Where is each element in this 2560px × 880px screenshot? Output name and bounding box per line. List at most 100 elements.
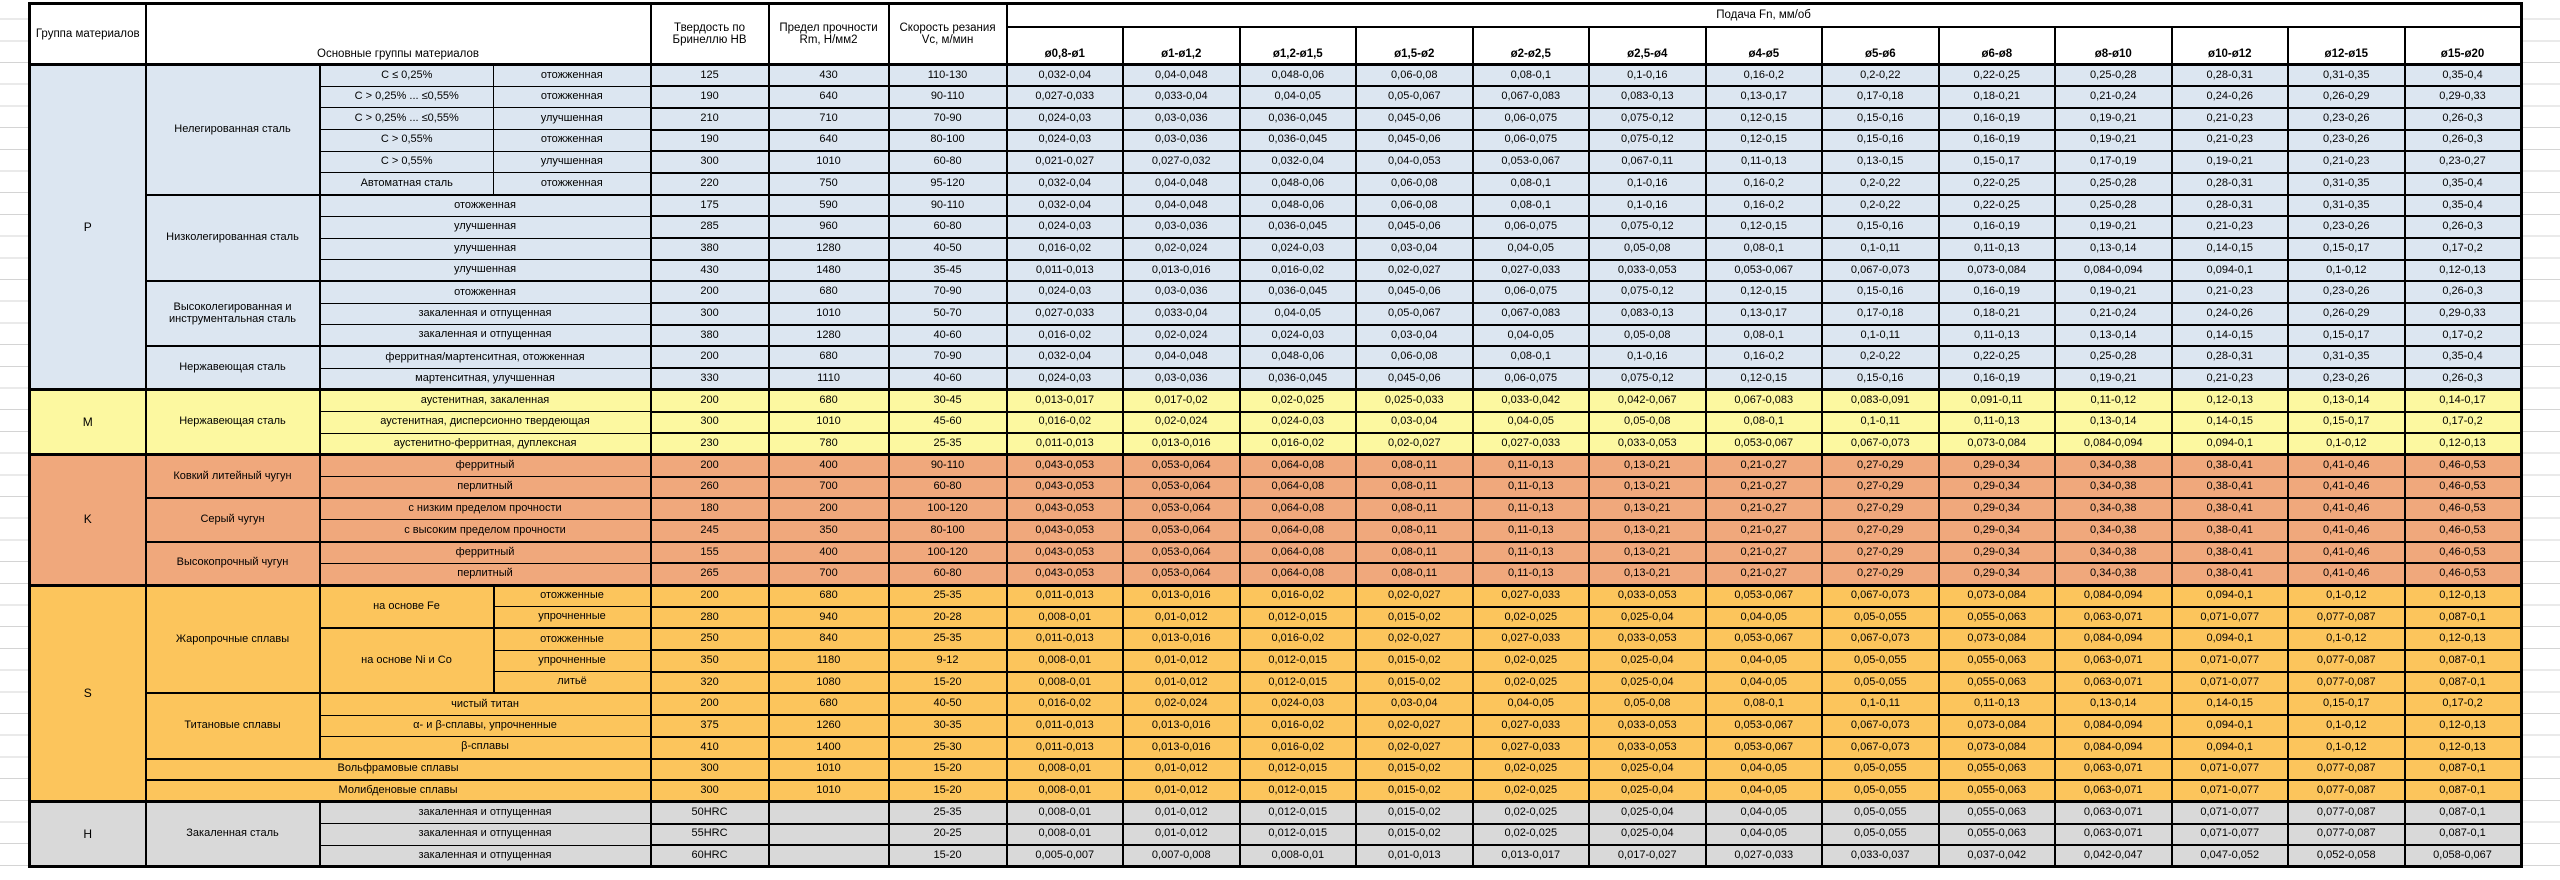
- feed-cell[interactable]: 0,46-0,53: [2403, 540, 2523, 565]
- speed-cell[interactable]: 110-130: [887, 63, 1008, 88]
- feed-cell[interactable]: 0,02-0,027: [1355, 258, 1474, 283]
- speed-cell[interactable]: 60-80: [887, 475, 1008, 500]
- speed-cell[interactable]: 20-25: [887, 822, 1008, 847]
- feed-cell[interactable]: 0,067-0,11: [1588, 150, 1707, 174]
- material-label-cell[interactable]: отожженная: [492, 129, 652, 152]
- feed-cell[interactable]: 0,28-0,31: [2170, 63, 2290, 88]
- header-diameter-col-4[interactable]: ø2-ø2,5: [1471, 25, 1591, 66]
- feed-cell[interactable]: 0,071-0,077: [2170, 800, 2290, 825]
- feed-cell[interactable]: 0,008-0,01: [1005, 649, 1125, 673]
- feed-cell[interactable]: 0,17-0,18: [1821, 85, 1940, 109]
- strength-cell[interactable]: 680: [767, 388, 890, 413]
- strength-cell[interactable]: 680: [767, 583, 890, 608]
- feed-cell[interactable]: 0,12-0,15: [1704, 215, 1824, 239]
- feed-cell[interactable]: 0,063-0,071: [2054, 605, 2173, 630]
- feed-cell[interactable]: 0,053-0,067: [1704, 258, 1824, 283]
- strength-cell[interactable]: 960: [767, 215, 890, 239]
- speed-cell[interactable]: 50-70: [887, 302, 1008, 326]
- feed-cell[interactable]: 0,063-0,071: [2054, 757, 2173, 782]
- group-letter-cell-S[interactable]: S: [28, 583, 147, 803]
- feed-cell[interactable]: 0,35-0,4: [2403, 171, 2523, 196]
- feed-cell[interactable]: 0,033-0,042: [1471, 388, 1591, 413]
- feed-cell[interactable]: 0,094-0,1: [2170, 432, 2290, 456]
- feed-cell[interactable]: 0,016-0,02: [1005, 692, 1125, 717]
- feed-cell[interactable]: 0,13-0,17: [1704, 85, 1824, 109]
- feed-cell[interactable]: 0,016-0,02: [1005, 323, 1125, 348]
- feed-cell[interactable]: 0,027-0,033: [1471, 258, 1591, 283]
- feed-cell[interactable]: 0,28-0,31: [2170, 193, 2290, 218]
- hardness-cell[interactable]: 350: [649, 649, 770, 673]
- strength-cell[interactable]: 430: [767, 63, 890, 88]
- feed-cell[interactable]: 0,036-0,045: [1238, 106, 1358, 131]
- feed-cell[interactable]: 0,15-0,17: [2287, 410, 2406, 435]
- material-label-cell[interactable]: Низколегированная сталь: [144, 193, 321, 283]
- feed-cell[interactable]: 0,02-0,027: [1355, 583, 1474, 608]
- hardness-cell[interactable]: 50HRC: [649, 800, 770, 825]
- feed-cell[interactable]: 0,1-0,16: [1588, 193, 1707, 218]
- speed-cell[interactable]: 70-90: [887, 280, 1008, 305]
- hardness-cell[interactable]: 190: [649, 128, 770, 153]
- feed-cell[interactable]: 0,16-0,19: [1937, 280, 2057, 305]
- hardness-cell[interactable]: 410: [649, 735, 770, 760]
- header-hardness-column[interactable]: Твердость по Бринеллю HB: [649, 2, 770, 66]
- feed-cell[interactable]: 0,34-0,38: [2054, 518, 2173, 543]
- feed-cell[interactable]: 0,04-0,05: [1238, 302, 1358, 326]
- feed-cell[interactable]: 0,016-0,02: [1005, 237, 1125, 261]
- strength-cell[interactable]: 1280: [767, 237, 890, 261]
- feed-cell[interactable]: 0,094-0,1: [2170, 714, 2290, 738]
- feed-cell[interactable]: 0,12-0,15: [1704, 367, 1824, 391]
- feed-cell[interactable]: 0,41-0,46: [2287, 497, 2406, 521]
- feed-cell[interactable]: 0,16-0,2: [1704, 193, 1824, 218]
- feed-cell[interactable]: 0,1-0,12: [2287, 258, 2406, 283]
- feed-cell[interactable]: 0,12-0,13: [2403, 583, 2523, 608]
- feed-cell[interactable]: 0,08-0,1: [1471, 171, 1591, 196]
- feed-cell[interactable]: 0,05-0,055: [1821, 649, 1940, 673]
- feed-cell[interactable]: 0,012-0,015: [1238, 649, 1358, 673]
- strength-cell[interactable]: [767, 844, 890, 868]
- speed-cell[interactable]: 60-80: [887, 562, 1008, 586]
- feed-cell[interactable]: 0,12-0,15: [1704, 106, 1824, 131]
- feed-cell[interactable]: 0,13-0,21: [1588, 497, 1707, 521]
- feed-cell[interactable]: 0,04-0,05: [1704, 757, 1824, 782]
- feed-cell[interactable]: 0,27-0,29: [1821, 562, 1940, 586]
- feed-cell[interactable]: 0,017-0,02: [1122, 388, 1241, 413]
- material-label-cell[interactable]: Автоматная сталь: [319, 172, 494, 196]
- feed-cell[interactable]: 0,045-0,06: [1355, 280, 1474, 305]
- header-diameter-col-8[interactable]: ø6-ø8: [1937, 25, 2057, 66]
- feed-cell[interactable]: 0,41-0,46: [2287, 540, 2406, 565]
- feed-cell[interactable]: 0,03-0,036: [1122, 106, 1241, 131]
- feed-cell[interactable]: 0,084-0,094: [2054, 714, 2173, 738]
- feed-cell[interactable]: 0,073-0,084: [1937, 735, 2057, 760]
- feed-cell[interactable]: 0,02-0,027: [1355, 714, 1474, 738]
- feed-cell[interactable]: 0,033-0,053: [1588, 258, 1707, 283]
- header-feed-title[interactable]: Подача Fn, мм/об: [1005, 2, 2523, 28]
- feed-cell[interactable]: 0,024-0,03: [1238, 410, 1358, 435]
- feed-cell[interactable]: 0,04-0,05: [1704, 649, 1824, 673]
- feed-cell[interactable]: 0,28-0,31: [2170, 171, 2290, 196]
- speed-cell[interactable]: 100-120: [887, 540, 1008, 565]
- feed-cell[interactable]: 0,08-0,1: [1471, 193, 1591, 218]
- feed-cell[interactable]: 0,1-0,11: [1821, 323, 1940, 348]
- material-label-cell[interactable]: с высоким пределом прочности: [318, 519, 652, 543]
- strength-cell[interactable]: 1010: [767, 150, 890, 174]
- feed-cell[interactable]: 0,11-0,13: [1471, 453, 1591, 478]
- hardness-cell[interactable]: 260: [649, 475, 770, 500]
- hardness-cell[interactable]: 55HRC: [649, 822, 770, 847]
- speed-cell[interactable]: 9-12: [887, 649, 1008, 673]
- feed-cell[interactable]: 0,28-0,31: [2170, 345, 2290, 370]
- header-diameter-col-5[interactable]: ø2,5-ø4: [1588, 25, 1707, 66]
- feed-cell[interactable]: 0,17-0,18: [1821, 302, 1940, 326]
- feed-cell[interactable]: 0,23-0,26: [2287, 106, 2406, 131]
- feed-cell[interactable]: 0,15-0,16: [1821, 128, 1940, 153]
- feed-cell[interactable]: 0,037-0,042: [1937, 844, 2057, 868]
- feed-cell[interactable]: 0,31-0,35: [2287, 345, 2406, 370]
- feed-cell[interactable]: 0,005-0,007: [1005, 844, 1125, 868]
- feed-cell[interactable]: 0,053-0,067: [1704, 735, 1824, 760]
- feed-cell[interactable]: 0,01-0,012: [1122, 670, 1241, 695]
- speed-cell[interactable]: 15-20: [887, 844, 1008, 868]
- feed-cell[interactable]: 0,063-0,071: [2054, 822, 2173, 847]
- feed-cell[interactable]: 0,077-0,087: [2287, 670, 2406, 695]
- feed-cell[interactable]: 0,008-0,01: [1005, 757, 1125, 782]
- feed-cell[interactable]: 0,11-0,13: [1937, 323, 2057, 348]
- feed-cell[interactable]: 0,08-0,11: [1355, 518, 1474, 543]
